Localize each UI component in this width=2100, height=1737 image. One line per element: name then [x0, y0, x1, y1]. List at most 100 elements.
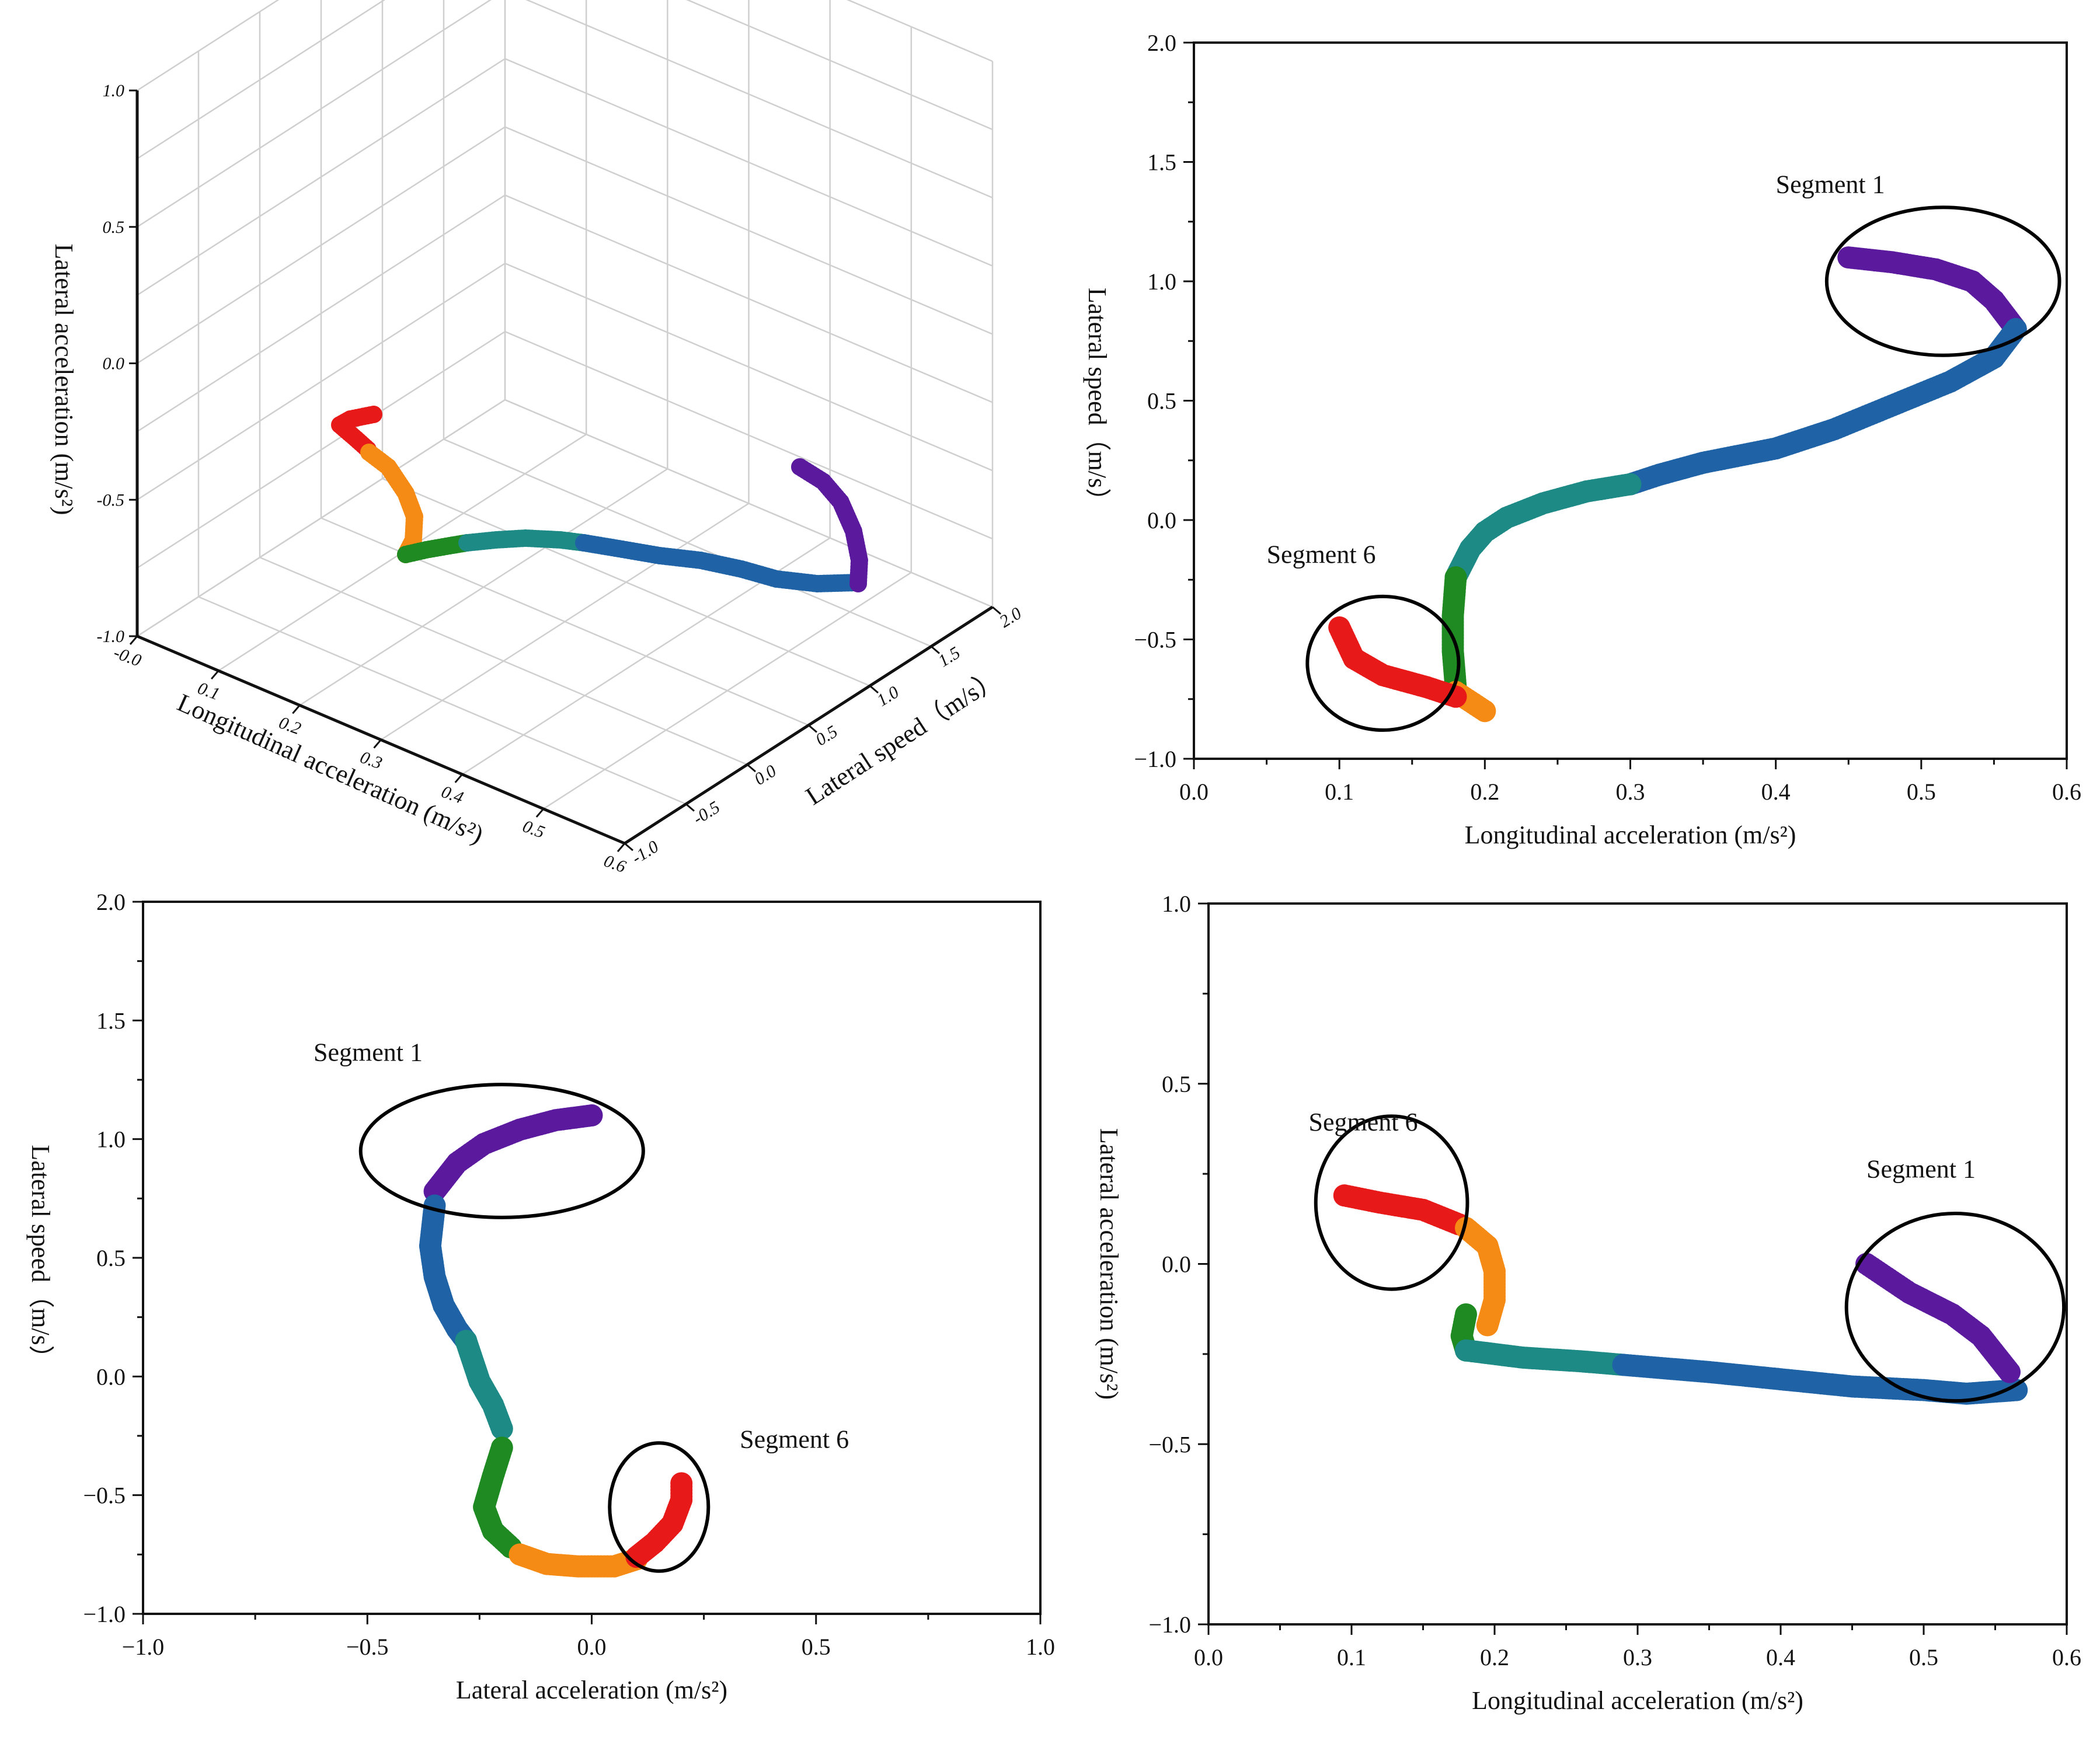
- wall-grid-line: [846, 0, 993, 62]
- y-tick-label: −1.0: [1148, 1612, 1191, 1638]
- wall-grid-line: [137, 263, 506, 501]
- z-tick-label: 0.5: [103, 218, 125, 237]
- y-tick-mark: [747, 763, 756, 773]
- y-tick-label: 1.5: [1147, 149, 1176, 176]
- highlight-ellipse: [608, 1441, 711, 1573]
- x-tick-label: 1.0: [1026, 1634, 1055, 1660]
- wall-grid-line: [137, 331, 506, 569]
- y-tick-label: 2.0: [1147, 30, 1176, 56]
- y-tick-label: −1.0: [1134, 746, 1176, 772]
- wall-grid-line: [137, 126, 506, 364]
- trajectory-purple-point: [791, 458, 809, 476]
- y-axis-label: Lateral speed（m/s）: [1083, 288, 1112, 514]
- segment-annotation: Segment 6: [740, 1425, 849, 1453]
- x-tick-label: 0.5: [520, 817, 548, 842]
- highlight-ellipse: [1844, 1212, 2066, 1403]
- y-tick-label: −0.5: [1148, 1431, 1191, 1457]
- y-tick-label: -1.0: [628, 837, 662, 868]
- highlight-ellipse: [1305, 594, 1461, 732]
- y-tick-label: 1.0: [1147, 268, 1176, 295]
- trajectory-blue: [575, 534, 867, 592]
- z-tick-label: -1.0: [97, 627, 125, 646]
- x-tick-mark: [129, 636, 138, 645]
- wall-grid-line: [504, 330, 993, 540]
- series-teal: [455, 1330, 513, 1440]
- x-tick-label: 0.0: [577, 1634, 607, 1660]
- trajectory-teal: [458, 529, 593, 552]
- y-tick-label: 0.0: [1147, 507, 1176, 533]
- x-tick-mark: [454, 773, 463, 783]
- y-axis-label: Lateral acceleration (m/s²): [1095, 1128, 1123, 1400]
- series-teal-point: [490, 1417, 513, 1440]
- y-axis-label: Lateral speed（m/s）: [26, 1145, 55, 1370]
- trajectory-purple: [791, 458, 868, 592]
- y-tick-label: 1.0: [96, 1126, 126, 1153]
- x-tick-label: −0.5: [346, 1634, 389, 1660]
- y-tick-mark: [869, 685, 879, 694]
- segment-annotation: Segment 1: [314, 1038, 423, 1066]
- series-blue-point: [2005, 1379, 2028, 1401]
- y-tick-mark: [808, 724, 817, 733]
- x-axis-label: Longitudinal acceleration (m/s²): [173, 688, 488, 849]
- x-tick-label: 0.6: [2052, 779, 2081, 805]
- series-purple: [1855, 1253, 2021, 1383]
- y-tick-label: 0.0: [1162, 1251, 1191, 1278]
- y-tick-label: 0.0: [96, 1363, 126, 1390]
- y-tick-label: 0.5: [96, 1245, 126, 1271]
- y-tick-label: 2.0: [96, 889, 126, 915]
- segment-annotation: Segment 1: [1776, 170, 1885, 199]
- y-tick-label: 0.0: [751, 761, 779, 789]
- series-green: [1441, 566, 1467, 699]
- series-orange-point: [1474, 700, 1496, 723]
- wall-grid-line: [137, 0, 386, 159]
- wall-grid-line: [137, 194, 506, 432]
- x-tick-label: 0.5: [1909, 1644, 1938, 1670]
- x-tick-mark: [373, 739, 382, 749]
- series-blue: [1612, 1354, 2028, 1405]
- x-tick-mark: [292, 704, 301, 714]
- x-tick-label: 0.1: [1337, 1644, 1366, 1670]
- y-tick-label: 1.0: [873, 682, 902, 710]
- series-red: [625, 1472, 693, 1568]
- wall-grid-line: [137, 0, 280, 92]
- series-green: [473, 1436, 523, 1559]
- x-tick-mark: [535, 808, 544, 818]
- panel-3d-scatter: -1.0-0.50.00.51.0-0.00.10.20.30.40.50.6-…: [50, 0, 1025, 877]
- series-teal: [1455, 1339, 1635, 1376]
- x-axis-label: Longitudinal acceleration (m/s²): [1472, 1686, 1803, 1715]
- x-tick-mark: [211, 670, 220, 680]
- x-tick-label: 0.2: [1480, 1644, 1509, 1670]
- wall-grid-line: [504, 194, 993, 403]
- segment-annotation: Segment 1: [1866, 1154, 1976, 1183]
- x-tick-label: 0.5: [1907, 779, 1936, 805]
- y-tick-label: −0.5: [83, 1483, 126, 1509]
- y-tick-mark: [624, 842, 633, 852]
- x-tick-label: 0.5: [802, 1634, 831, 1660]
- panel-top-right-scatter: 0.0 0.1 0.2 0.3 0.4 0.5 0.6 −1.0 −0.5 0.0 0.5 1.0 1.…: [1083, 30, 2081, 849]
- trajectory-orange: [360, 444, 423, 563]
- x-tick-label: 0.6: [2052, 1644, 2081, 1670]
- wall-grid-line: [504, 58, 993, 267]
- series-red: [1328, 616, 1467, 708]
- x-tick-mark: [617, 843, 626, 852]
- series-blue: [1619, 318, 2027, 496]
- y-tick-mark: [931, 646, 940, 654]
- x-tick-label: 0.3: [1616, 779, 1645, 805]
- wall-grid-line: [525, 0, 993, 198]
- y-tick-label: −1.0: [83, 1601, 126, 1627]
- floor-grid-line: [198, 596, 687, 805]
- floor-grid-line: [382, 477, 870, 687]
- wall-grid-line: [137, 58, 506, 296]
- x-axis-label: Longitudinal acceleration (m/s²): [1465, 821, 1796, 849]
- series-orange: [509, 1543, 648, 1578]
- wall-grid-line: [137, 399, 506, 637]
- segment-annotation: Segment 6: [1267, 540, 1376, 569]
- y-tick-label: 0.5: [812, 722, 841, 750]
- floor-grid-line: [443, 438, 932, 647]
- panel-bottom-right-scatter: 0.0 0.1 0.2 0.3 0.4 0.5 0.6 −1.0 −0.5 0.0 0.5 1.0 Lo…: [1095, 891, 2081, 1715]
- y-tick-label: 2.0: [996, 604, 1025, 632]
- x-tick-label: 0.0: [1179, 779, 1209, 805]
- z-tick-label: -0.5: [97, 490, 125, 510]
- z-tick-label: 1.0: [103, 81, 125, 100]
